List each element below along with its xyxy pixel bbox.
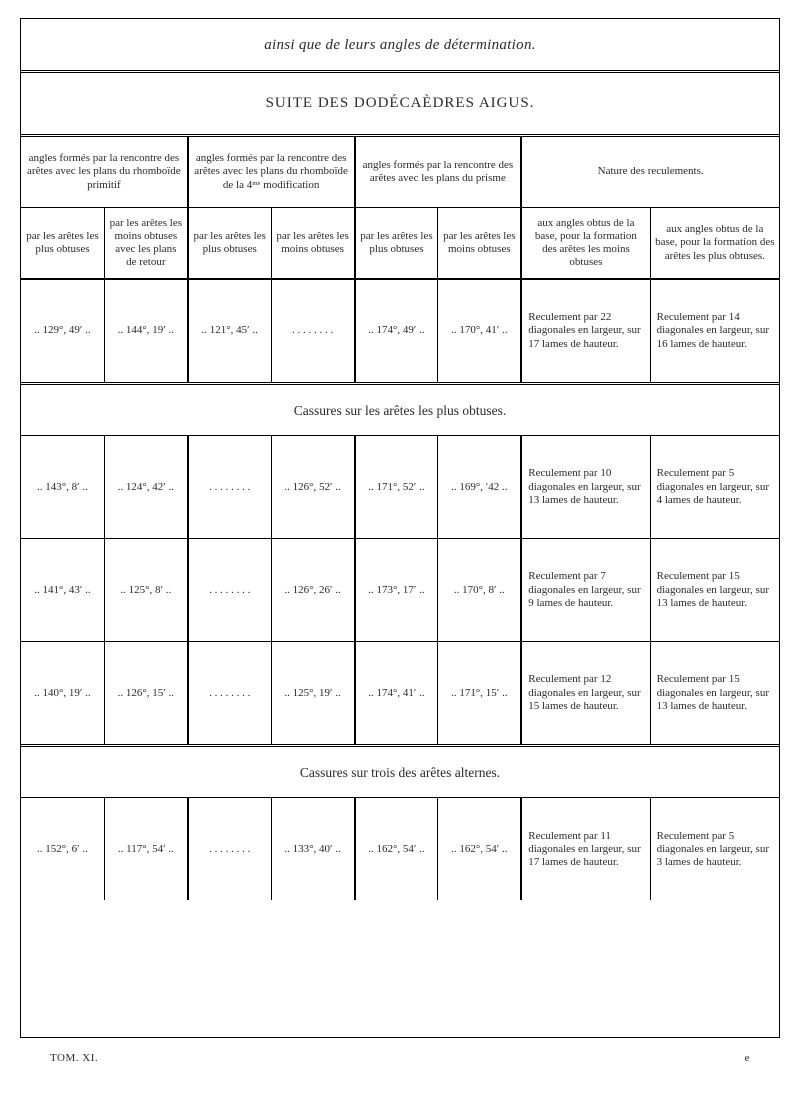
- header-row-1: angles formés par la rencontre des arête…: [21, 137, 779, 208]
- cell: Reculement par 22 diagonales en largeur,…: [521, 279, 650, 384]
- cell: .. 126°, 15′ ..: [104, 642, 187, 746]
- cell: .. 126°, 26′ ..: [271, 539, 354, 642]
- header-sub-2: par les arêtes les moins obtuses avec le…: [104, 208, 187, 280]
- header-sub-8: aux angles obtus de la base, pour la for…: [650, 208, 779, 280]
- cell: . . . . . . . .: [188, 539, 271, 642]
- cell: .. 140°, 19′ ..: [21, 642, 104, 746]
- cell: .. 170°, 8′ ..: [438, 539, 521, 642]
- main-table: angles formés par la rencontre des arête…: [21, 137, 779, 900]
- cell: .. 174°, 41′ ..: [355, 642, 438, 746]
- header-sub-4: par les arêtes les moins obtuses: [271, 208, 354, 280]
- page-footer: TOM. XI. e: [20, 1038, 780, 1064]
- cell: .. 170°, 41′ ..: [438, 279, 521, 384]
- footer-left: TOM. XI.: [50, 1052, 98, 1064]
- cell: .. 152°, 6′ ..: [21, 798, 104, 901]
- cell: .. 117°, 54′ ..: [104, 798, 187, 901]
- cell: Reculement par 15 diagonales en largeur,…: [650, 642, 779, 746]
- cell: .. 169°, ′42 ..: [438, 436, 521, 539]
- cell: .. 125°, 8′ ..: [104, 539, 187, 642]
- header-sub-6: par les arêtes les moins obtuses: [438, 208, 521, 280]
- cell: .. 124°, 42′ ..: [104, 436, 187, 539]
- table-row: .. 141°, 43′ .. .. 125°, 8′ .. . . . . .…: [21, 539, 779, 642]
- cell: .. 144°, 19′ ..: [104, 279, 187, 384]
- section-title: SUITE DES DODÉCAÈDRES AIGUS.: [21, 73, 779, 137]
- cell: .. 133°, 40′ ..: [271, 798, 354, 901]
- cell: .. 143°, 8′ ..: [21, 436, 104, 539]
- cell: Reculement par 7 diagonales en largeur, …: [521, 539, 650, 642]
- page-pretitle: ainsi que de leurs angles de déterminati…: [21, 19, 779, 73]
- cell: Reculement par 15 diagonales en largeur,…: [650, 539, 779, 642]
- cell: Reculement par 5 diagonales en largeur, …: [650, 436, 779, 539]
- header-group-1: angles formés par la rencontre des arête…: [21, 137, 188, 208]
- header-group-4: Nature des reculements.: [521, 137, 779, 208]
- cell: .. 173°, 17′ ..: [355, 539, 438, 642]
- cell: .. 171°, 15′ ..: [438, 642, 521, 746]
- header-group-3: angles formés par la rencontre des arête…: [355, 137, 522, 208]
- cell: . . . . . . . .: [188, 798, 271, 901]
- cell: .. 121°, 45′ ..: [188, 279, 271, 384]
- cell: .. 125°, 19′ ..: [271, 642, 354, 746]
- header-sub-1: par les arêtes les plus obtuses: [21, 208, 104, 280]
- header-sub-7: aux angles obtus de la base, pour la for…: [521, 208, 650, 280]
- cell: . . . . . . . .: [188, 436, 271, 539]
- cell: Reculement par 10 diagonales en largeur,…: [521, 436, 650, 539]
- section-label-2: Cassures sur les arêtes les plus obtuses…: [21, 384, 779, 436]
- page: ainsi que de leurs angles de déterminati…: [0, 0, 800, 1094]
- section-row: Cassures sur trois des arêtes alternes.: [21, 746, 779, 798]
- cell: .. 141°, 43′ ..: [21, 539, 104, 642]
- cell: . . . . . . . .: [188, 642, 271, 746]
- section-row: Cassures sur les arêtes les plus obtuses…: [21, 384, 779, 436]
- outer-frame: ainsi que de leurs angles de déterminati…: [20, 18, 780, 1038]
- cell: Reculement par 5 diagonales en largeur, …: [650, 798, 779, 901]
- cell: .. 126°, 52′ ..: [271, 436, 354, 539]
- table-row: .. 143°, 8′ .. .. 124°, 42′ .. . . . . .…: [21, 436, 779, 539]
- header-group-2: angles formés par la rencontre des arête…: [188, 137, 355, 208]
- table-row: .. 129°, 49′ .. .. 144°, 19′ .. .. 121°,…: [21, 279, 779, 384]
- cell: .. 129°, 49′ ..: [21, 279, 104, 384]
- cell: .. 162°, 54′ ..: [355, 798, 438, 901]
- table-row: .. 152°, 6′ .. .. 117°, 54′ .. . . . . .…: [21, 798, 779, 901]
- cell: Reculement par 14 diagonales en largeur,…: [650, 279, 779, 384]
- header-sub-3: par les arêtes les plus obtuses: [188, 208, 271, 280]
- cell: .. 174°, 49′ ..: [355, 279, 438, 384]
- cell: .. 171°, 52′ ..: [355, 436, 438, 539]
- cell: Reculement par 12 diagonales en largeur,…: [521, 642, 650, 746]
- cell: .. 162°, 54′ ..: [438, 798, 521, 901]
- cell: . . . . . . . .: [271, 279, 354, 384]
- footer-right: e: [745, 1052, 750, 1064]
- header-row-2: par les arêtes les plus obtuses par les …: [21, 208, 779, 280]
- cell: Reculement par 11 diagonales en largeur,…: [521, 798, 650, 901]
- table-row: .. 140°, 19′ .. .. 126°, 15′ .. . . . . …: [21, 642, 779, 746]
- header-sub-5: par les arêtes les plus obtuses: [355, 208, 438, 280]
- section-label-3: Cassures sur trois des arêtes alternes.: [21, 746, 779, 798]
